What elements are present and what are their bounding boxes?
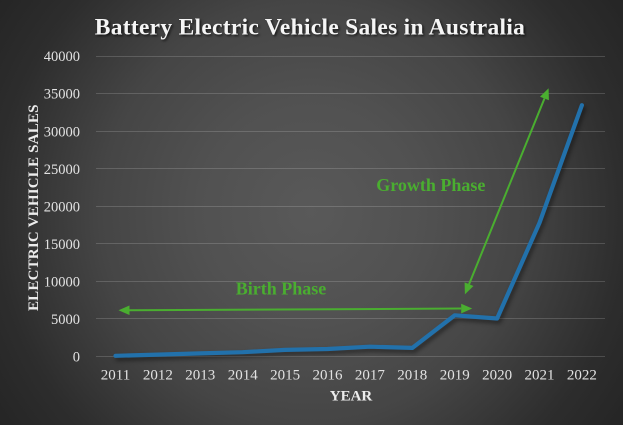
svg-text:2014: 2014 [228, 368, 259, 384]
svg-text:10000: 10000 [44, 275, 80, 291]
svg-text:2016: 2016 [313, 368, 344, 384]
svg-text:5000: 5000 [51, 312, 80, 328]
svg-text:2013: 2013 [185, 368, 215, 384]
svg-text:Birth Phase: Birth Phase [236, 279, 327, 299]
svg-text:2012: 2012 [143, 368, 173, 384]
svg-text:2017: 2017 [355, 368, 386, 384]
svg-text:35000: 35000 [44, 87, 80, 103]
svg-text:30000: 30000 [44, 124, 80, 140]
svg-text:2021: 2021 [525, 368, 555, 384]
svg-text:25000: 25000 [44, 162, 80, 178]
svg-text:YEAR: YEAR [330, 389, 373, 405]
svg-text:Growth Phase: Growth Phase [376, 175, 485, 195]
svg-text:2019: 2019 [440, 368, 470, 384]
svg-text:2018: 2018 [397, 368, 427, 384]
svg-text:15000: 15000 [44, 237, 80, 253]
svg-text:ELECTRIC VEHICLE SALES: ELECTRIC VEHICLE SALES [26, 104, 42, 311]
svg-text:20000: 20000 [44, 199, 80, 215]
svg-text:2011: 2011 [101, 368, 130, 384]
svg-text:Battery Electric Vehicle Sales: Battery Electric Vehicle Sales in Austra… [95, 15, 525, 41]
svg-text:0: 0 [73, 350, 80, 366]
svg-text:40000: 40000 [44, 49, 80, 65]
svg-text:2015: 2015 [270, 368, 300, 384]
svg-text:2020: 2020 [482, 368, 512, 384]
svg-text:2022: 2022 [567, 368, 597, 384]
